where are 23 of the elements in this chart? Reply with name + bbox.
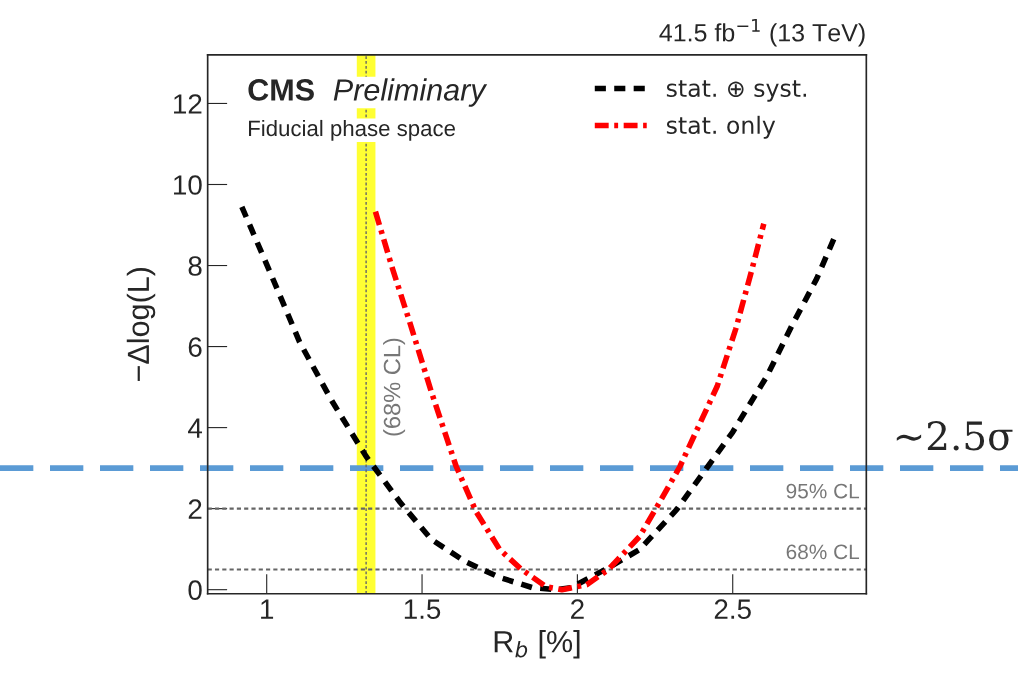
x-tick-label: 1.5: [404, 599, 441, 619]
y-tick-label: 10: [174, 175, 202, 195]
y-tick-label: 6: [188, 337, 202, 357]
y-axis-title: −Δlog(L): [126, 267, 156, 381]
y-tick-label: 0: [188, 580, 202, 601]
legend-label: stat. only: [666, 115, 776, 139]
x-tick-label: 1: [261, 599, 274, 619]
ref-line-label: ~2.5σ: [896, 421, 1013, 451]
annotation: Fiducial phase space: [249, 119, 455, 141]
y-tick-label: 8: [188, 256, 202, 276]
annotation: CMS: [248, 79, 314, 101]
ref-line-label: 95% CL: [786, 483, 860, 499]
x-tick-label: 2.5: [714, 599, 751, 619]
x-tick-label: 2: [571, 599, 584, 619]
band-label: (68% CL): [383, 338, 406, 436]
text: 41.5 fb$^{−1}$ (13 TeV): [659, 19, 865, 47]
y-tick-label: 4: [188, 418, 202, 438]
ref-line-label: 68% CL: [786, 544, 860, 560]
y-tick-label: 12: [174, 94, 202, 114]
x-axis-title: R$_{b}$ [%]: [494, 630, 580, 659]
legend-label: stat. ⊕ syst.: [666, 80, 806, 102]
y-tick-label: 2: [188, 499, 202, 519]
annotation: Preliminary: [333, 78, 488, 107]
